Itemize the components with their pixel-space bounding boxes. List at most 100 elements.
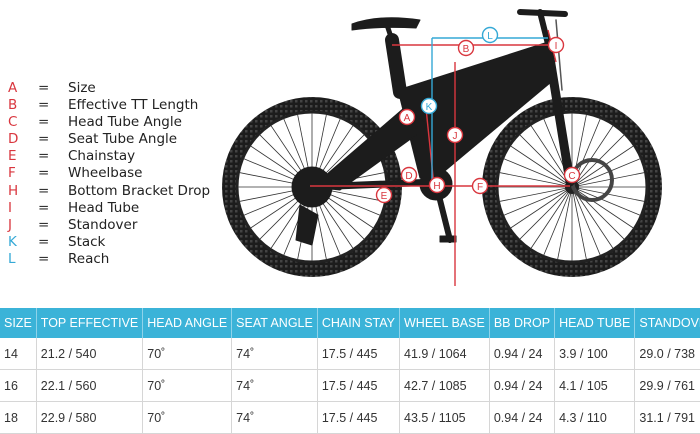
table-cell: 74˚ [231,338,318,370]
marker-letter: D [405,171,412,182]
marker-k: K [420,97,438,115]
table-cell: 31.1 / 791 [634,401,700,434]
marker-letter: B [463,44,470,55]
legend-label: Stack [68,233,106,250]
legend-item-a: A = Size [8,80,228,97]
marker-j: J [446,126,464,144]
legend-item-l: L = Reach [8,251,228,268]
legend-equals: = [38,199,50,216]
marker-circle [471,177,489,195]
table-cell: 29.0 / 738 [634,338,700,370]
spoke [571,186,601,256]
spoke [510,145,573,188]
table-cell: 17.5 / 445 [317,401,401,434]
legend-letter: D [8,131,19,148]
legend-equals: = [38,216,50,233]
spoke [499,186,573,202]
legend-item-i: I = Head Tube [8,200,228,217]
table-cell: 16 [0,369,37,402]
column-header: STANDOVER [634,308,700,338]
legend-letter: F [8,165,16,182]
table-cell: 29.9 / 761 [634,369,700,402]
spoke [571,172,645,188]
bike-geometry-diagram: A B C D E F H I J K L [222,9,662,286]
column-header: WHEEL BASE [399,308,490,338]
spoke [543,186,573,256]
marker-l: L [481,26,499,44]
column-header: SIZE [0,308,37,338]
table-cell: 21.2 / 540 [36,338,144,370]
marker-letter: K [426,102,433,113]
marker-circle [400,166,418,184]
marker-h: H [428,176,446,194]
legend-label: Bottom Bracket Drop [68,182,211,199]
legend-equals: = [38,131,50,148]
table-cell: 17.5 / 445 [317,338,401,370]
legend-item-h: H = Bottom Bracket Drop [8,183,228,200]
table-cell: 70˚ [142,338,233,370]
legend-letter: I [8,199,12,216]
legend-item-c: C = Head Tube Angle [8,114,228,131]
marker-c: C [563,166,581,184]
legend-equals: = [38,165,50,182]
table-cell: 41.9 / 1064 [399,338,490,370]
spoke [571,186,641,216]
geometry-table: SIZE TOP EFFECTIVE HEAD ANGLE SEAT ANGLE CHA… [0,308,700,434]
legend-item-j: J = Standover [8,217,228,234]
legend-label: Seat Tube Angle [68,131,178,148]
marker-e: E [375,186,393,204]
marker-circle [547,36,565,54]
marker-d: D [400,166,418,184]
table-cell: 3.9 / 100 [554,338,636,370]
spoke [519,134,573,188]
marker-letter: J [453,131,458,142]
table-cell: 17.5 / 445 [317,369,401,402]
legend-equals: = [38,97,50,114]
spoke [557,186,573,260]
legend-letter: B [8,97,18,114]
spoke [530,186,573,249]
table-row: 18 22.9 / 580 70˚ 74˚ 17.5 / 445 43.5 / 1105 0… [0,401,700,434]
legend-letter: A [8,80,18,96]
spoke [503,158,573,188]
marker-circle [563,166,581,184]
marker-circle [446,126,464,144]
table-cell: 4.3 / 110 [554,401,636,434]
marker-circle [398,108,416,126]
marker-letter: E [381,191,388,202]
spoke [519,186,573,240]
legend-equals: = [38,182,50,199]
marker-a: A [398,108,416,126]
marker-letter: H [433,181,440,192]
spoke [571,145,634,188]
table-cell: 0.94 / 24 [489,401,556,434]
table-cell: 14 [0,338,37,370]
bike-frame [291,9,575,246]
legend-item-e: E = Chainstay [8,148,228,165]
marker-i: I [547,36,565,54]
table-cell: 42.7 / 1085 [399,369,490,402]
column-header: HEAD ANGLE [142,308,233,338]
table-header-row: SIZE TOP EFFECTIVE HEAD ANGLE SEAT ANGLE CHA… [0,308,700,338]
column-header: BB DROP [489,308,556,338]
legend-label: Head Tube Angle [68,114,182,131]
table-cell: 70˚ [142,401,233,434]
legend-equals: = [38,250,50,267]
marker-letter: C [568,171,575,182]
marker-circle [375,186,393,204]
marker-circle [420,97,438,115]
legend-letter: H [8,182,19,199]
legend-item-b: B = Effective TT Length [8,97,228,114]
marker-f: F [471,177,489,195]
marker-letter: A [404,113,411,124]
legend-item-k: K = Stack [8,234,228,251]
table-cell: 0.94 / 24 [489,369,556,402]
table-cell: 0.94 / 24 [489,338,556,370]
legend-item-d: D = Seat Tube Angle [8,131,228,148]
table-cell: 43.5 / 1105 [399,401,490,434]
legend: A = Size B = Effective TT Length C = Head Tube A… [8,80,228,268]
column-header: CHAIN STAY [317,308,401,338]
table-cell: 18 [0,401,37,434]
legend-label: Head Tube [68,199,140,216]
legend-item-f: F = Wheelbase [8,165,228,182]
